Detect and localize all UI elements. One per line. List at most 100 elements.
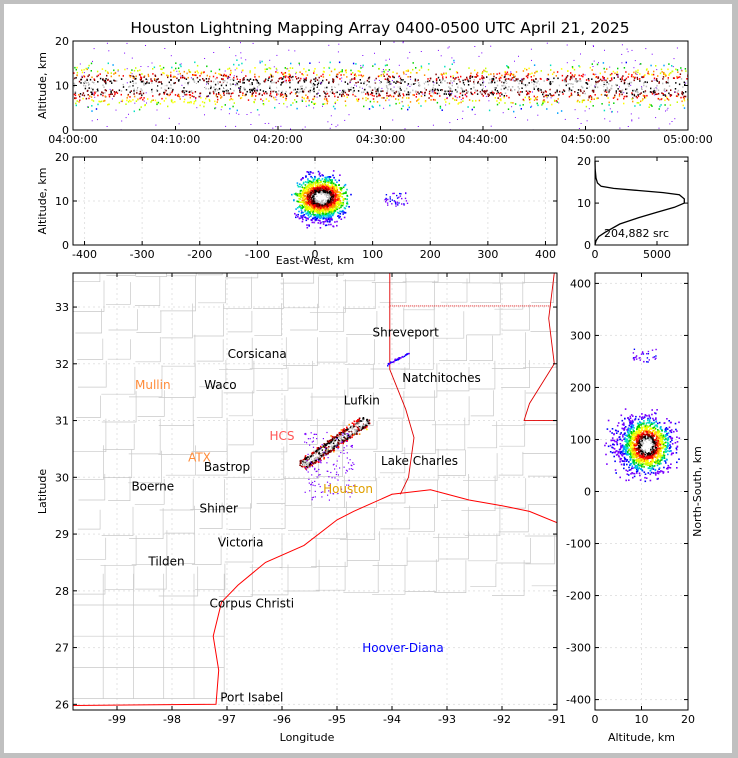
ew-altitude-source — [310, 175, 312, 178]
ew-altitude-source — [303, 199, 306, 201]
time-altitude-source — [307, 90, 310, 93]
time-altitude-source — [290, 104, 292, 106]
time-altitude-source — [670, 94, 673, 96]
time-altitude-source — [371, 89, 374, 91]
time-altitude-source — [597, 81, 599, 83]
time-altitude-source — [179, 87, 181, 90]
ew-altitude-source — [310, 189, 312, 191]
time-altitude-source — [379, 82, 381, 84]
time-altitude-source — [619, 86, 620, 88]
ew-altitude-source — [340, 210, 342, 213]
time-altitude-source — [96, 75, 98, 78]
time-altitude-source — [621, 76, 623, 79]
time-altitude-source — [666, 98, 669, 100]
ew-altitude-source — [301, 199, 304, 202]
county-line — [434, 560, 467, 593]
time-altitude-source — [543, 100, 546, 103]
time-altitude-source — [109, 93, 112, 96]
ew-altitude-secondary-source — [386, 202, 389, 204]
county-line — [401, 420, 436, 454]
time-altitude-source — [520, 108, 522, 110]
time-altitude-source — [543, 91, 545, 94]
time-altitude-source — [97, 119, 98, 121]
time-altitude-source — [242, 69, 244, 72]
time-altitude-source — [458, 78, 460, 81]
time-altitude-source — [79, 95, 81, 98]
ew-altitude-secondary-source — [399, 195, 402, 197]
ew-altitude-secondary-source — [403, 203, 405, 205]
time-altitude-source — [452, 80, 455, 82]
time-altitude-source — [291, 82, 294, 85]
time-altitude-source — [631, 93, 633, 96]
time-altitude-source — [347, 83, 349, 85]
ew-altitude-source — [332, 170, 335, 172]
time-altitude-source — [272, 127, 274, 129]
time-altitude-source — [115, 84, 117, 87]
time-altitude-source — [410, 83, 413, 86]
ew-altitude-source — [327, 192, 330, 195]
time-altitude-source — [255, 79, 258, 81]
ew-altitude-source — [346, 198, 348, 200]
time-altitude-source — [457, 119, 458, 120]
time-altitude-source — [488, 100, 490, 102]
time-altitude-source — [368, 78, 370, 81]
time-altitude-source — [242, 80, 244, 83]
county-line — [439, 531, 469, 560]
ew-altitude-source — [338, 195, 340, 197]
time-altitude-source — [641, 86, 643, 88]
time-altitude-source — [341, 80, 343, 82]
time-altitude-source — [651, 80, 653, 82]
time-altitude-source — [656, 78, 658, 80]
time-altitude-source — [498, 88, 501, 91]
time-altitude-source — [609, 74, 612, 77]
time-altitude-source — [492, 91, 494, 94]
time-altitude-source — [180, 65, 182, 68]
time-altitude-source — [139, 90, 142, 93]
ew-altitude-source — [322, 194, 324, 196]
ew-altitude-source — [331, 188, 333, 191]
ew-altitude-source — [310, 201, 312, 204]
time-altitude-source — [309, 86, 312, 88]
time-altitude-source — [460, 99, 462, 101]
time-altitude-source — [84, 87, 87, 90]
time-altitude-source — [214, 90, 217, 92]
time-altitude-source — [83, 75, 85, 77]
time-altitude-source — [337, 96, 339, 98]
time-altitude-source — [93, 48, 95, 50]
time-altitude-source — [178, 80, 180, 82]
time-altitude-source — [228, 92, 230, 94]
time-altitude-source — [439, 107, 442, 109]
time-altitude-source — [571, 66, 574, 68]
time-altitude-source — [633, 94, 636, 97]
time-altitude-source — [357, 98, 360, 101]
time-altitude-source — [132, 80, 134, 82]
time-altitude-source — [684, 68, 687, 70]
time-altitude-source — [634, 60, 636, 62]
time-altitude-source — [253, 101, 255, 104]
time-altitude-source — [237, 83, 239, 86]
time-altitude-source — [301, 100, 304, 102]
time-altitude-source — [385, 69, 387, 71]
time-altitude-source — [640, 63, 642, 65]
time-altitude-source — [356, 82, 359, 84]
time-altitude-source — [139, 69, 141, 71]
time-altitude-source — [614, 72, 616, 75]
time-altitude-source — [492, 93, 494, 96]
time-altitude-source — [317, 92, 319, 94]
time-altitude-source — [608, 101, 610, 104]
ew-altitude-source — [346, 188, 348, 191]
time-altitude-source — [646, 94, 648, 97]
time-altitude-source — [436, 92, 439, 95]
time-altitude-source — [121, 99, 124, 102]
time-altitude-source — [568, 95, 571, 98]
time-altitude-source — [311, 101, 313, 103]
time-altitude-source — [580, 123, 582, 124]
state-border — [389, 273, 415, 495]
ew-altitude-source — [329, 220, 331, 223]
time-altitude-source — [462, 82, 465, 84]
time-altitude-source — [511, 73, 514, 76]
time-altitude-source — [578, 65, 580, 67]
ew-altitude-source — [338, 217, 340, 219]
time-altitude-source — [584, 110, 586, 112]
time-altitude-source — [208, 98, 211, 101]
